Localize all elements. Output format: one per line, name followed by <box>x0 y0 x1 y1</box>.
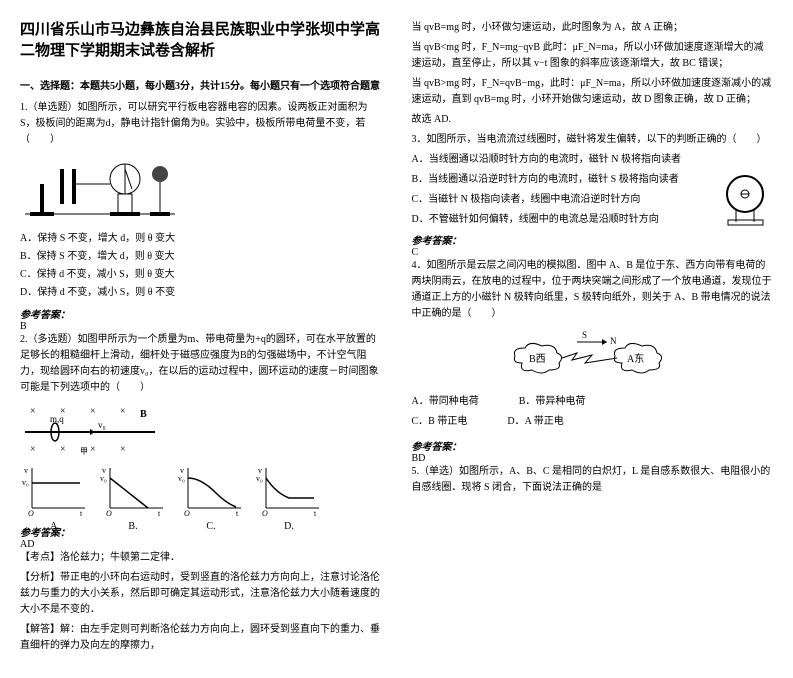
q1-ans: B <box>20 321 382 332</box>
q5-stem: 5.（单选）如图所示，A、B、C 是相同的白炽灯，L 是自感系数很大、电阻很小的… <box>412 464 774 496</box>
svg-text:O: O <box>106 509 112 518</box>
svg-text:×: × <box>120 444 126 455</box>
svg-text:B西: B西 <box>529 354 546 365</box>
q3-ans-label: 参考答案： <box>412 232 774 247</box>
svg-text:×: × <box>60 444 66 455</box>
svg-text:v₀: v₀ <box>100 474 107 483</box>
q4-stem: 4．如图所示是云层之间闪电的模拟图．图中 A、B 是位于东、西方向带有电荷的两块… <box>412 258 774 322</box>
q3-ans: C <box>412 247 774 258</box>
right-column: 当 qvB=mg 时，小环做匀速运动，此时图象为 A，故 A 正确； 当 qvB… <box>412 20 774 658</box>
svg-text:×: × <box>120 406 126 417</box>
q2-graphs: v v₀ O t A. v v₀ O t B <box>20 463 382 518</box>
svg-text:t: t <box>236 509 239 518</box>
graph-D-label: D. <box>254 521 324 532</box>
q1-figure <box>20 154 382 224</box>
graph-C: v v₀ O t C. <box>176 463 246 518</box>
q2-stem: 2.（多选题）如图甲所示为一个质量为m、带电荷量为+q的圆环，可在水平放置的足够… <box>20 332 382 396</box>
svg-text:t: t <box>80 509 83 518</box>
svg-text:v₀: v₀ <box>256 474 263 483</box>
svg-text:×: × <box>30 406 36 417</box>
svg-text:O: O <box>262 509 268 518</box>
graph-C-label: C. <box>176 521 246 532</box>
q4-optA: A．带同种电荷 <box>412 394 479 410</box>
q1-stem: 1.（单选题）如图所示，可以研究平行板电容器电容的因素。设两板正对面积为S，极板… <box>20 100 382 148</box>
q1-optC: C．保持 d 不变，减小 S，则 θ 变大 <box>20 266 382 284</box>
page-root: 四川省乐山市马边彝族自治县民族职业中学张坝中学高二物理下学期期末试卷含解析 一、… <box>20 20 773 658</box>
svg-text:甲: 甲 <box>80 447 88 456</box>
q4-ans: BD <box>412 453 774 464</box>
svg-text:N: N <box>610 336 617 346</box>
q4-optD: D．A 带正电 <box>507 414 563 430</box>
q2-jd: 【解答】解：由左手定则可判断洛伦兹力方向向上，圆环受到竖直向下的重力、垂直细杆的… <box>20 622 382 654</box>
q1-optD: D．保持 d 不变，减小 S，则 θ 不变 <box>20 284 382 302</box>
svg-text:t: t <box>158 509 161 518</box>
coil-compass-svg <box>718 172 773 227</box>
capacitor-apparatus-svg <box>20 154 180 224</box>
svg-text:v: v <box>24 466 28 475</box>
q4-optC: C．B 带正电 <box>412 414 468 430</box>
svg-text:v₀: v₀ <box>178 474 185 483</box>
q1-optA: A．保持 S 不变，增大 d，则 θ 变大 <box>20 230 382 248</box>
col2-line2: 当 qvB>mg 时，F_N=qvB−mg，此时：μF_N=ma，所以小环做加速… <box>412 76 774 108</box>
svg-text:O: O <box>184 509 190 518</box>
graph-A: v v₀ O t A. <box>20 463 90 518</box>
q1-optB: B．保持 S 不变，增大 d，则 θ 变大 <box>20 248 382 266</box>
svg-text:B: B <box>140 409 147 420</box>
svg-text:t: t <box>314 509 317 518</box>
svg-text:v₀: v₀ <box>98 420 106 430</box>
q1-options: A．保持 S 不变，增大 d，则 θ 变大 B．保持 S 不变，增大 d，则 θ… <box>20 230 382 302</box>
graph-B-label: B. <box>98 521 168 532</box>
ring-on-rod-svg: ×××× ×××× m,q v₀ B 甲 <box>20 402 160 457</box>
q4-row2: C．B 带正电 D．A 带正电 <box>412 414 774 434</box>
col2-line0: 当 qvB=mg 时，小环做匀速运动，此时图象为 A，故 A 正确； <box>412 20 774 36</box>
q4-row1: A．带同种电荷 B．带异种电荷 <box>412 394 774 414</box>
svg-text:×: × <box>90 444 96 455</box>
svg-text:m,q: m,q <box>50 414 64 424</box>
section-1-header: 一、选择题：本题共5小题，每小题3分，共计15分。每小题只有一个选项符合题意 <box>20 77 382 92</box>
svg-text:v₀: v₀ <box>22 478 29 487</box>
q2-figure-setup: ×××× ×××× m,q v₀ B 甲 <box>20 402 382 457</box>
q2-fx: 【分析】带正电的小环向右运动时，受到竖直的洛伦兹力方向向上，注意讨论洛伦兹力与重… <box>20 570 382 618</box>
graph-D: v v₀ O t D. <box>254 463 324 518</box>
q1-ans-label: 参考答案： <box>20 306 382 321</box>
q2-kd: 【考点】洛伦兹力；牛顿第二定律． <box>20 550 382 566</box>
svg-text:×: × <box>90 406 96 417</box>
left-column: 四川省乐山市马边彝族自治县民族职业中学张坝中学高二物理下学期期末试卷含解析 一、… <box>20 20 382 658</box>
svg-text:O: O <box>28 509 34 518</box>
svg-text:S: S <box>582 330 587 340</box>
svg-text:×: × <box>30 444 36 455</box>
svg-text:A东: A东 <box>627 352 644 365</box>
q3-optA: A．当线圈通以沿顺时针方向的电流时，磁针 N 极将指向读者 <box>412 152 774 168</box>
col2-line3: 故选 AD. <box>412 112 774 128</box>
graph-B: v v₀ O t B. <box>98 463 168 518</box>
q4-figure: S N B西 A东 <box>412 328 774 388</box>
document-title: 四川省乐山市马边彝族自治县民族职业中学张坝中学高二物理下学期期末试卷含解析 <box>20 20 382 62</box>
q2-ans: AD <box>20 539 382 550</box>
q4-ans-label: 参考答案： <box>412 438 774 453</box>
q3-stem: 3．如图所示，当电流流过线圈时，磁针将发生偏转，以下的判断正确的（ ） <box>412 132 774 148</box>
q4-optB: B．带异种电荷 <box>519 394 586 410</box>
col2-line1: 当 qvB<mg 时，F_N=mg−qvB 此时：μF_N=ma，所以小环做加速… <box>412 40 774 72</box>
clouds-lightning-svg: S N B西 A东 <box>507 328 677 388</box>
